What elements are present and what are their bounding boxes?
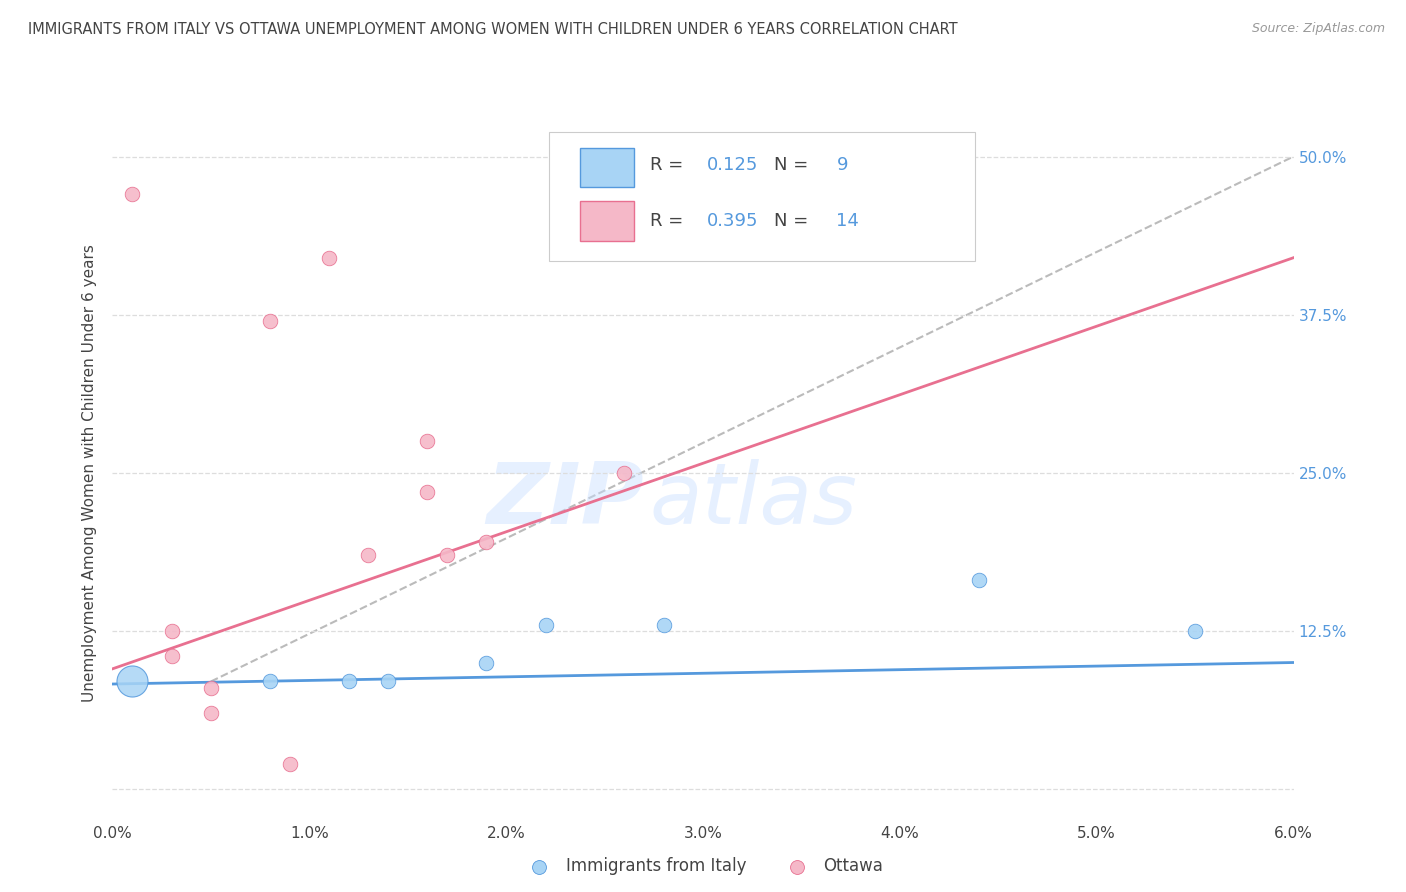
Point — [278, 756, 301, 771]
Point — [160, 624, 183, 638]
Point — [652, 617, 675, 632]
Point — [967, 574, 990, 588]
Text: R =: R = — [650, 212, 689, 230]
Point — [475, 535, 498, 549]
Point — [357, 548, 380, 562]
Text: Source: ZipAtlas.com: Source: ZipAtlas.com — [1251, 22, 1385, 36]
Y-axis label: Unemployment Among Women with Children Under 6 years: Unemployment Among Women with Children U… — [82, 244, 97, 702]
Point — [436, 548, 458, 562]
Point — [259, 314, 281, 328]
Text: 0.125: 0.125 — [707, 156, 758, 174]
Point — [1184, 624, 1206, 638]
Text: N =: N = — [773, 156, 814, 174]
Text: IMMIGRANTS FROM ITALY VS OTTAWA UNEMPLOYMENT AMONG WOMEN WITH CHILDREN UNDER 6 Y: IMMIGRANTS FROM ITALY VS OTTAWA UNEMPLOY… — [28, 22, 957, 37]
Point — [259, 674, 281, 689]
Text: N =: N = — [773, 212, 814, 230]
Point — [377, 674, 399, 689]
Text: 14: 14 — [837, 212, 859, 230]
Point — [121, 674, 143, 689]
Point — [337, 674, 360, 689]
Text: 9: 9 — [837, 156, 848, 174]
Point — [416, 434, 439, 449]
Legend: Immigrants from Italy, Ottawa: Immigrants from Italy, Ottawa — [516, 851, 890, 882]
Point — [121, 187, 143, 202]
Point — [160, 649, 183, 664]
Point — [200, 706, 222, 720]
FancyBboxPatch shape — [581, 202, 634, 241]
Point — [200, 681, 222, 695]
Point — [534, 617, 557, 632]
Point — [318, 251, 340, 265]
Text: 0.395: 0.395 — [707, 212, 758, 230]
Text: ZIP: ZIP — [486, 459, 644, 542]
Text: R =: R = — [650, 156, 689, 174]
FancyBboxPatch shape — [550, 132, 974, 260]
FancyBboxPatch shape — [581, 148, 634, 187]
Point — [613, 466, 636, 480]
Point — [475, 656, 498, 670]
Text: atlas: atlas — [650, 459, 858, 542]
Point — [416, 484, 439, 499]
